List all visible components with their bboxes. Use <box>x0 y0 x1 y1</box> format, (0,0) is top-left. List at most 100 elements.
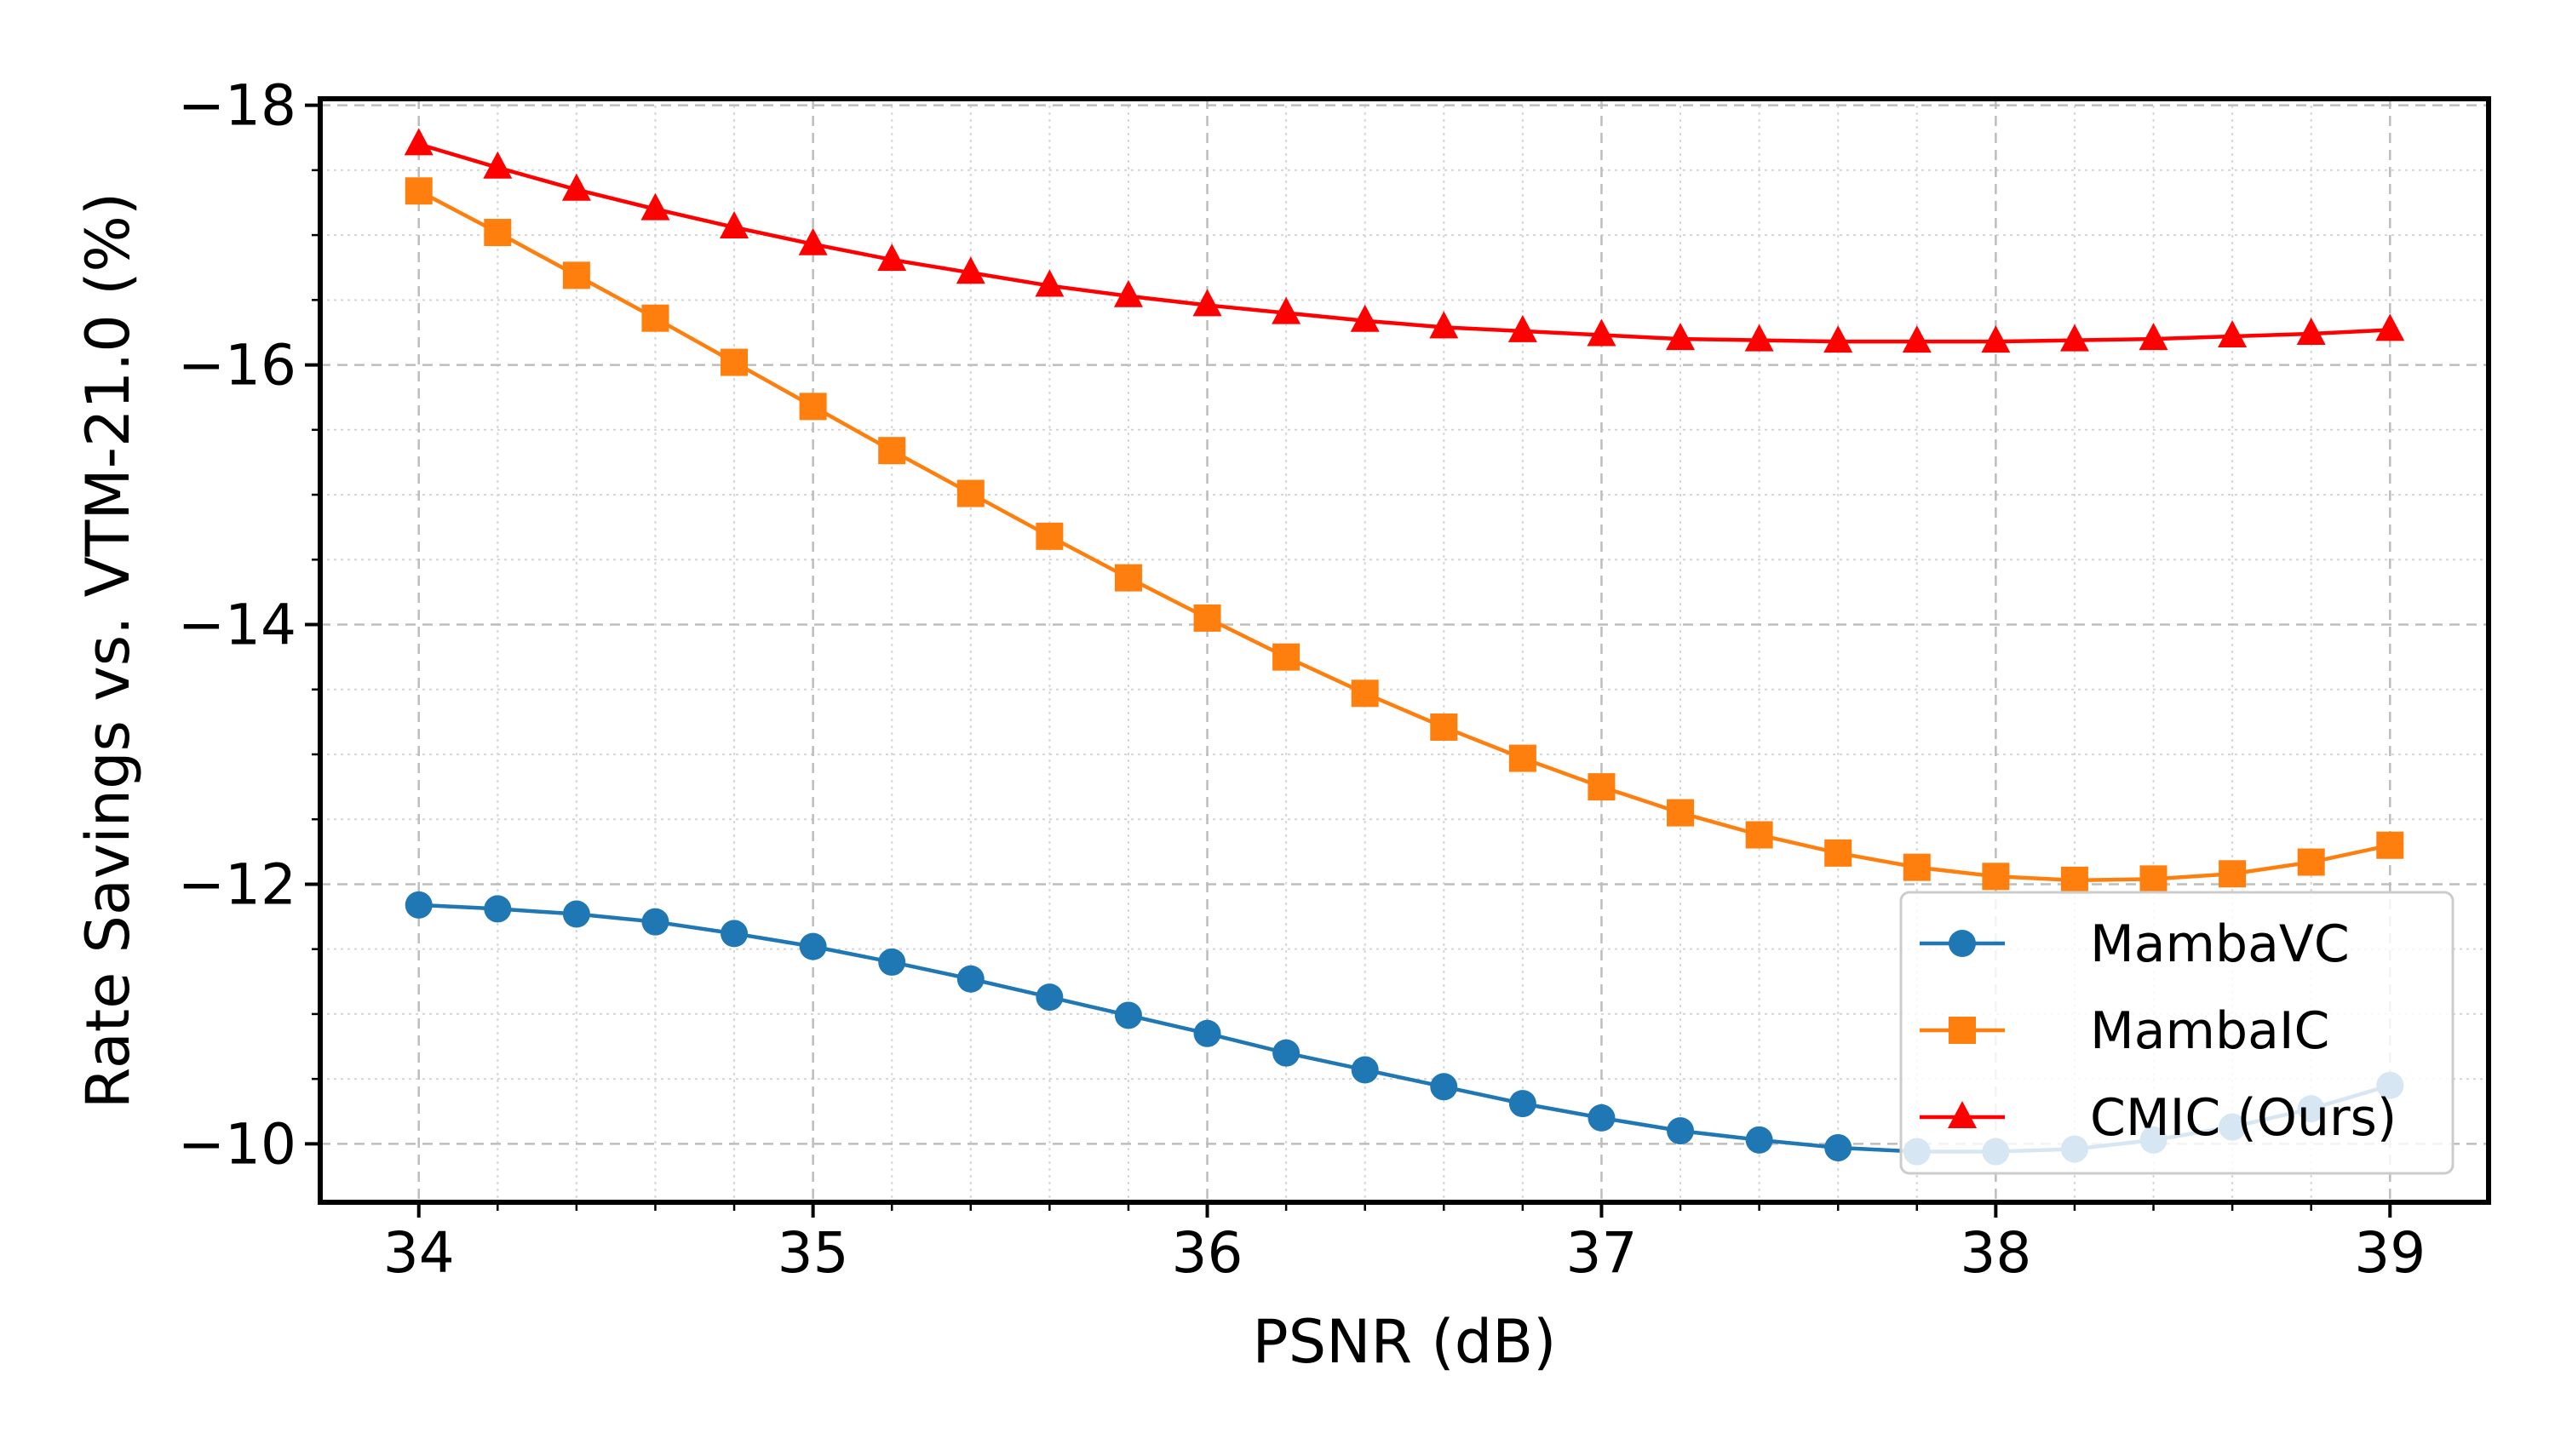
legend-box <box>1899 891 2455 1175</box>
data-point <box>1350 304 1380 332</box>
x-tick-label: 37 <box>1565 1220 1637 1286</box>
data-point <box>2376 831 2404 859</box>
data-point <box>2375 313 2405 341</box>
data-point <box>1351 679 1379 708</box>
series-line <box>417 189 2391 883</box>
legend-marker <box>1948 1101 1977 1128</box>
data-point <box>2296 317 2326 345</box>
data-point <box>1036 522 1064 550</box>
data-point <box>1666 323 1696 351</box>
data-point <box>2139 323 2168 351</box>
data-point <box>1744 324 1774 352</box>
data-point <box>956 479 985 507</box>
y-tick-label: −16 <box>178 333 296 398</box>
data-point <box>1508 1090 1536 1118</box>
data-point <box>956 965 985 993</box>
data-point <box>1351 1056 1379 1084</box>
data-point <box>1902 325 1932 353</box>
legend-marker <box>1949 1017 1976 1044</box>
data-point <box>1272 296 1301 324</box>
data-point <box>484 219 512 247</box>
data-point <box>877 244 907 272</box>
legend-label: MambaIC <box>2090 1001 2329 1061</box>
data-point <box>641 304 669 332</box>
data-point <box>878 437 906 465</box>
data-point <box>1035 269 1065 297</box>
data-point <box>721 920 749 948</box>
plot-frame <box>318 96 2491 1205</box>
data-point <box>799 932 827 960</box>
y-tick-label: −12 <box>178 851 296 917</box>
x-tick-label: 38 <box>1960 1220 2031 1286</box>
data-point <box>721 348 749 376</box>
data-point <box>2219 860 2247 888</box>
axes: 34 35 36 37 38 39 −18 −16 −14 −12 −10 <box>178 73 2491 1286</box>
data-point <box>1903 853 1931 881</box>
data-point <box>1667 1117 1695 1145</box>
data-point <box>641 908 669 936</box>
legend-item: MambaIC <box>1920 1001 2329 1061</box>
x-tick-label: 39 <box>2354 1220 2426 1286</box>
data-point <box>1036 983 1064 1012</box>
data-point <box>1824 1133 1852 1161</box>
data-point <box>405 891 433 919</box>
data-point <box>405 177 433 205</box>
data-point <box>2060 866 2088 894</box>
data-point <box>562 900 590 928</box>
data-point <box>1507 314 1537 342</box>
y-tick-label: −18 <box>178 73 296 139</box>
legend-label: MambaVC <box>2090 914 2350 974</box>
data-point <box>1272 1039 1300 1067</box>
legend-item: MambaVC <box>1920 914 2350 974</box>
data-point <box>1745 821 1773 849</box>
legend-label: CMIC (Ours) <box>2090 1088 2397 1148</box>
data-point <box>1824 839 1852 867</box>
legend-marker <box>1949 930 1976 957</box>
data-point <box>2297 848 2325 876</box>
y-axis-label: Rate Savings vs. VTM-21.0 (%) <box>73 192 143 1109</box>
y-tick-label: −10 <box>178 1111 296 1177</box>
data-point <box>956 256 985 284</box>
data-point <box>1193 1019 1221 1047</box>
data-point <box>1982 863 2010 891</box>
data-point <box>2218 320 2248 348</box>
data-point <box>1588 773 1616 801</box>
data-point <box>404 128 433 156</box>
legend: MambaVC MambaIC CMIC (Ours) <box>1899 891 2455 1175</box>
data-point <box>562 261 590 289</box>
data-point <box>1192 289 1222 317</box>
data-point <box>640 192 670 221</box>
data-point <box>1667 799 1695 827</box>
data-point <box>1587 318 1616 347</box>
data-point <box>483 151 513 179</box>
series-line <box>418 142 2391 344</box>
data-point <box>1272 643 1300 671</box>
data-point <box>1430 713 1458 741</box>
data-point <box>1745 1126 1773 1154</box>
legend-item: CMIC (Ours) <box>1920 1088 2397 1148</box>
data-point <box>561 173 591 201</box>
data-point <box>1430 1073 1458 1101</box>
data-point <box>1981 325 2011 353</box>
x-tick-label: 36 <box>1172 1220 1243 1286</box>
data-point <box>878 948 906 976</box>
data-point <box>1823 325 1853 353</box>
data-point <box>2139 865 2167 893</box>
data-point <box>1429 311 1459 339</box>
data-point <box>1113 279 1143 307</box>
data-point <box>484 895 512 923</box>
series-cmic-ours <box>404 128 2405 353</box>
data-point <box>720 210 749 238</box>
data-point <box>798 227 828 255</box>
data-point <box>1193 604 1221 632</box>
data-point <box>1588 1103 1616 1132</box>
data-point <box>1114 1001 1142 1029</box>
x-tick-label: 34 <box>383 1220 455 1286</box>
data-point <box>1508 744 1536 772</box>
x-axis-label: PSNR (dB) <box>1253 1307 1557 1377</box>
data-point <box>2059 324 2089 352</box>
y-tick-label: −14 <box>178 593 296 658</box>
x-tick-label: 35 <box>778 1220 849 1286</box>
data-point <box>1114 564 1142 592</box>
